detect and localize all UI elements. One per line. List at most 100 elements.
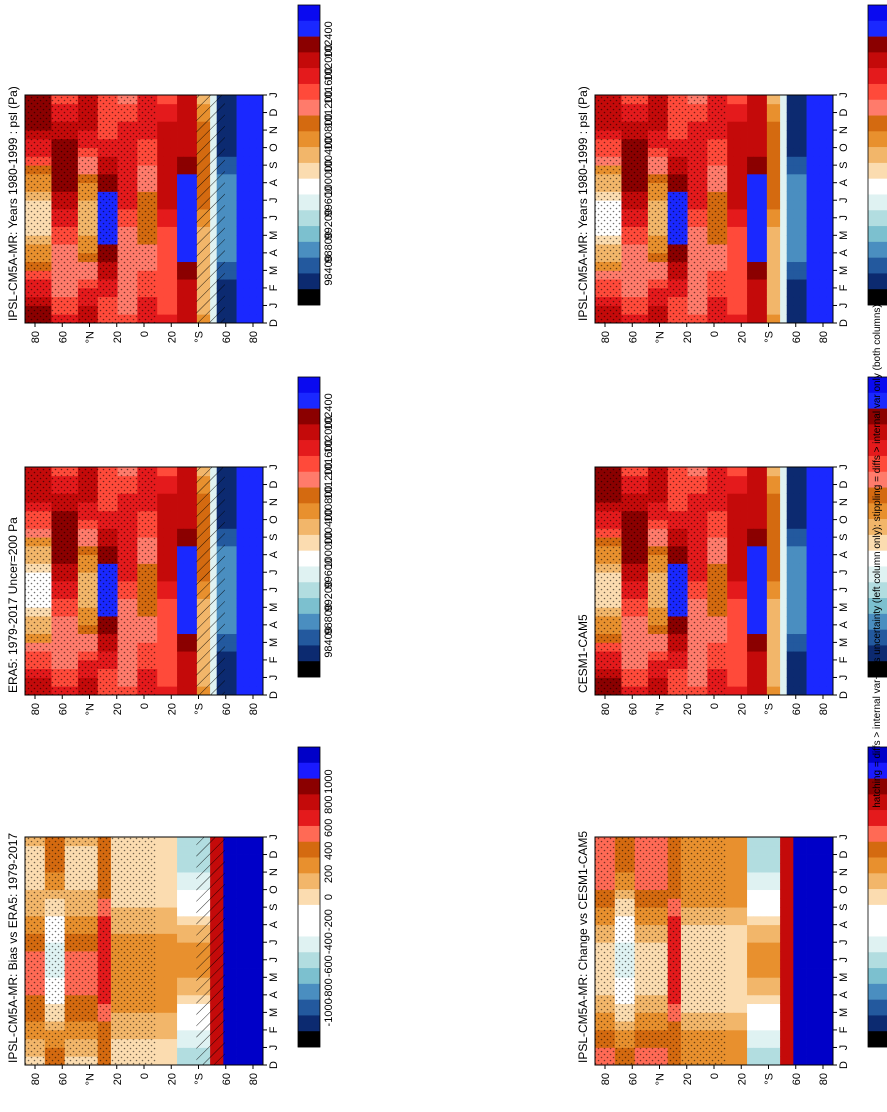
- heat-cell: [236, 121, 244, 131]
- heat-cell: [229, 235, 237, 245]
- heat-cell: [256, 235, 264, 245]
- lat-tick-label: 20: [682, 331, 694, 343]
- heat-cell: [793, 642, 801, 652]
- heat-cell: [163, 191, 171, 201]
- heat-cell: [786, 607, 794, 617]
- heat-cell: [183, 924, 191, 934]
- heat-cell: [236, 545, 244, 556]
- heat-cell: [773, 287, 781, 298]
- heat-cell: [826, 165, 834, 175]
- heat-cell: [177, 502, 185, 512]
- heat-cell: [786, 589, 794, 599]
- heat-cell: [243, 182, 251, 192]
- heat-cell: [256, 837, 264, 847]
- heat-cell: [773, 252, 781, 263]
- heat-cell: [766, 624, 774, 635]
- heat-cell: [223, 837, 231, 847]
- heat-cell: [183, 1003, 191, 1013]
- heat-cell: [157, 156, 165, 166]
- heat-cell: [229, 933, 237, 943]
- colorbar-label: 102400: [323, 393, 335, 430]
- heat-cell: [819, 607, 827, 617]
- heat-cell: [177, 537, 185, 547]
- heat-cell: [177, 138, 185, 149]
- heat-cell: [733, 165, 741, 175]
- heat-cell: [223, 467, 231, 477]
- lat-tick-label: °N: [655, 331, 667, 343]
- heat-cell: [190, 959, 198, 969]
- heat-cell: [786, 95, 794, 105]
- heat-cell: [183, 467, 191, 477]
- heat-cell: [243, 147, 251, 157]
- heat-cell: [747, 138, 755, 149]
- heat-cell: [826, 633, 834, 643]
- heat-cell: [243, 642, 251, 652]
- heat-cell: [190, 677, 198, 687]
- heat-cell: [740, 200, 748, 210]
- heat-cell: [753, 165, 761, 175]
- heat-cell: [819, 624, 827, 635]
- heat-cell: [813, 537, 821, 547]
- heat-cell: [799, 563, 807, 573]
- heat-cell: [753, 121, 761, 131]
- heat-cell: [157, 572, 165, 582]
- heat-cell: [799, 147, 807, 157]
- month-tick-label: J: [268, 464, 280, 470]
- heat-cell: [183, 951, 191, 961]
- colorbar-label: 200: [323, 865, 335, 883]
- heat-cell: [163, 968, 171, 978]
- stippling: [25, 95, 156, 323]
- heat-cell: [819, 519, 827, 529]
- heat-cell: [177, 1038, 185, 1048]
- heat-cell: [799, 686, 807, 696]
- heat-cell: [190, 994, 198, 1005]
- heat-cell: [183, 305, 191, 315]
- heat-cell: [229, 677, 237, 687]
- heat-cell: [170, 651, 178, 661]
- colorbar-label: -1000: [323, 998, 335, 1026]
- heat-cell: [256, 659, 264, 670]
- heat-cell: [163, 528, 171, 538]
- heat-cell: [256, 933, 264, 943]
- heat-cell: [256, 977, 264, 987]
- heat-cell: [813, 121, 821, 131]
- heat-cell: [799, 261, 807, 271]
- heat-cell: [190, 915, 198, 926]
- heat-cell: [190, 121, 198, 131]
- heat-cell: [793, 147, 801, 157]
- heat-cell: [806, 305, 814, 315]
- heat-cell: [223, 226, 231, 236]
- heat-cell: [163, 305, 171, 315]
- heat-cell: [826, 270, 834, 280]
- heat-cell: [766, 502, 774, 512]
- colorbar-label: 600: [323, 819, 335, 837]
- heat-cell: [780, 607, 788, 617]
- heat-cell: [229, 659, 237, 670]
- month-tick-label: S: [268, 161, 280, 168]
- heat-cell: [249, 572, 257, 582]
- heat-cell: [243, 598, 251, 608]
- heat-cell: [826, 296, 834, 306]
- heat-cell: [177, 898, 185, 908]
- heat-cell: [177, 519, 185, 529]
- heat-cell: [753, 112, 761, 122]
- heat-cell: [813, 545, 821, 556]
- heat-cell: [733, 209, 741, 219]
- heat-cell: [733, 493, 741, 503]
- heat-cell: [793, 191, 801, 201]
- heat-cell: [243, 519, 251, 529]
- heat-cell: [163, 624, 171, 635]
- heat-cell: [190, 296, 198, 306]
- heat-cell: [753, 200, 761, 210]
- colorbar-swatch: [298, 289, 320, 306]
- heat-cell: [766, 484, 774, 494]
- heat-cell: [727, 572, 735, 582]
- heat-cell: [793, 686, 801, 696]
- heat-cell: [733, 156, 741, 166]
- heat-cell: [813, 173, 821, 184]
- heat-cell: [243, 924, 251, 934]
- heat-cell: [163, 1038, 171, 1048]
- heat-cell: [177, 147, 185, 157]
- heat-cell: [793, 130, 801, 140]
- heat-cell: [256, 880, 264, 891]
